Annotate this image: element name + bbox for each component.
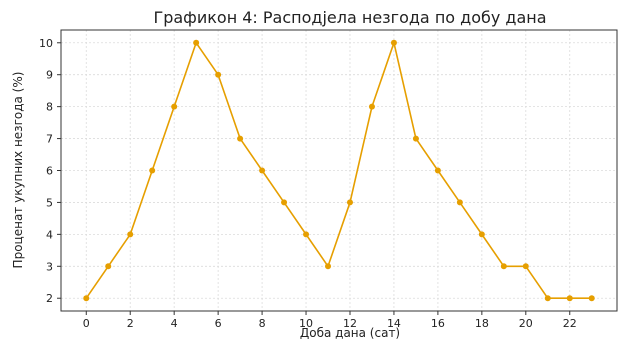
x-tick-label: 22 — [563, 317, 577, 330]
y-tick-label: 2 — [46, 292, 53, 305]
x-tick-label: 0 — [83, 317, 90, 330]
grid-lines — [61, 30, 617, 311]
data-point — [456, 199, 463, 206]
data-point — [105, 263, 112, 270]
data-point — [346, 199, 353, 206]
data-point — [390, 39, 397, 46]
x-tick-label: 12 — [343, 317, 357, 330]
x-tick-label: 8 — [259, 317, 266, 330]
y-tick-label: 4 — [46, 228, 53, 241]
x-tick-label: 6 — [215, 317, 222, 330]
y-axis-label: Проценат укупних незгода (%) — [11, 72, 25, 269]
data-point — [522, 263, 529, 270]
data-point — [500, 263, 507, 270]
data-point — [325, 263, 332, 270]
data-point — [303, 231, 310, 238]
series-line — [85, 41, 592, 300]
x-axis-label: Доба дана (сат) — [300, 326, 400, 340]
y-tick-label: 5 — [46, 196, 53, 209]
data-point — [281, 199, 288, 206]
x-tick-label: 2 — [127, 317, 134, 330]
data-point — [478, 231, 485, 238]
x-tick-label: 16 — [431, 317, 445, 330]
data-point — [215, 71, 222, 78]
x-tick-label: 18 — [475, 317, 489, 330]
data-point — [368, 103, 375, 110]
data-point — [566, 295, 573, 302]
chart-title: Графикон 4: Расподјела незгода по добу д… — [153, 8, 546, 27]
data-point — [434, 167, 441, 174]
data-point — [412, 135, 419, 142]
y-tick-label: 8 — [46, 101, 53, 114]
y-tick-label: 9 — [46, 69, 53, 82]
series-layer — [83, 39, 595, 302]
x-tick-label: 4 — [171, 317, 178, 330]
data-point — [544, 295, 551, 302]
x-tick-label: 20 — [519, 317, 533, 330]
x-tick-label: 10 — [299, 317, 313, 330]
y-tick-label: 3 — [46, 260, 53, 273]
data-point — [259, 167, 266, 174]
y-tick-label: 6 — [46, 165, 53, 178]
data-point — [127, 231, 134, 238]
data-point — [83, 295, 90, 302]
x-tick-label: 14 — [387, 317, 401, 330]
data-point — [171, 103, 178, 110]
data-point — [193, 39, 200, 46]
y-tick-label: 10 — [39, 37, 53, 50]
y-tick-label: 7 — [46, 133, 53, 146]
data-point — [149, 167, 156, 174]
data-point — [588, 295, 595, 302]
data-point — [237, 135, 244, 142]
